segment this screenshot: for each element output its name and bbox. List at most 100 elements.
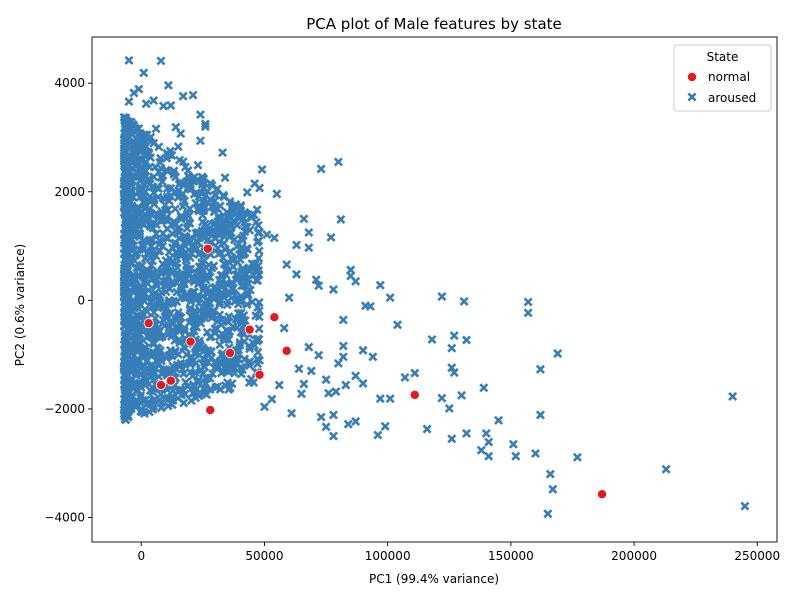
aroused-point <box>171 122 181 132</box>
aroused-point <box>229 235 240 245</box>
aroused-point <box>324 388 334 398</box>
aroused-point <box>138 351 148 361</box>
aroused-point <box>304 227 314 238</box>
aroused-point <box>393 320 403 330</box>
aroused-point <box>142 307 152 317</box>
aroused-point <box>146 242 156 252</box>
normal-point <box>165 375 176 386</box>
aroused-point <box>165 146 175 156</box>
aroused-point <box>145 219 155 229</box>
aroused-point <box>139 135 149 145</box>
aroused-point <box>484 437 494 447</box>
aroused-point <box>202 309 212 319</box>
aroused-point <box>254 297 264 307</box>
aroused-point <box>216 281 226 291</box>
aroused-point <box>167 229 178 239</box>
aroused-point <box>188 371 198 381</box>
aroused-point <box>152 209 162 219</box>
aroused-point <box>192 384 202 394</box>
aroused-point <box>179 369 189 379</box>
aroused-point <box>135 262 145 272</box>
aroused-point <box>254 355 265 365</box>
aroused-point <box>146 332 156 342</box>
aroused-point <box>523 297 533 307</box>
aroused-point <box>148 383 158 393</box>
aroused-point <box>181 377 191 387</box>
aroused-point <box>291 269 302 279</box>
aroused-point <box>142 278 152 288</box>
aroused-point <box>156 163 166 173</box>
aroused-point <box>144 207 154 217</box>
aroused-point <box>427 334 437 344</box>
aroused-point <box>200 219 210 229</box>
aroused-point <box>195 110 205 120</box>
aroused-point <box>141 99 151 109</box>
aroused-point <box>163 80 173 90</box>
aroused-point <box>245 225 255 235</box>
aroused-point <box>257 164 267 175</box>
aroused-point <box>253 220 263 230</box>
aroused-point <box>331 387 341 397</box>
aroused-point <box>131 311 141 321</box>
aroused-point <box>195 136 205 146</box>
aroused-point <box>146 297 156 307</box>
scatter-points <box>119 55 750 519</box>
normal-point <box>224 348 235 359</box>
aroused-point <box>351 416 361 426</box>
aroused-point <box>136 383 146 393</box>
aroused-point <box>148 235 158 245</box>
aroused-point <box>167 400 177 410</box>
aroused-point <box>207 263 217 273</box>
aroused-point <box>168 325 178 335</box>
aroused-point <box>224 312 234 322</box>
y-axis-label: PC2 (0.6% variance) <box>13 244 27 366</box>
aroused-point <box>192 231 202 241</box>
aroused-point <box>166 318 176 328</box>
aroused-point <box>661 464 671 474</box>
aroused-point <box>149 268 159 278</box>
aroused-point <box>149 138 159 148</box>
aroused-point <box>481 428 491 438</box>
aroused-point <box>129 232 139 242</box>
aroused-point <box>385 293 395 303</box>
aroused-point <box>143 247 153 257</box>
aroused-point <box>131 325 142 335</box>
aroused-point <box>176 385 186 395</box>
aroused-point <box>162 260 172 270</box>
aroused-point <box>156 173 166 183</box>
aroused-point <box>176 212 186 222</box>
aroused-point <box>141 141 151 151</box>
x-tick-label: 250000 <box>734 549 780 563</box>
aroused-point <box>138 171 148 181</box>
aroused-point <box>341 380 351 390</box>
aroused-point <box>218 148 228 158</box>
aroused-point <box>170 204 180 214</box>
aroused-point <box>200 119 210 129</box>
aroused-point <box>144 292 154 302</box>
aroused-point <box>250 179 260 189</box>
aroused-point <box>243 274 253 284</box>
aroused-point <box>306 366 316 376</box>
aroused-point <box>447 363 457 373</box>
aroused-point <box>240 248 250 258</box>
aroused-point <box>219 259 229 269</box>
aroused-point <box>375 394 385 404</box>
aroused-point <box>184 265 194 275</box>
aroused-point <box>449 331 459 341</box>
aroused-point <box>235 337 245 347</box>
aroused-point <box>173 393 183 403</box>
aroused-point <box>129 88 139 98</box>
normal-point <box>202 243 213 254</box>
aroused-point <box>149 172 159 182</box>
aroused-point <box>192 322 202 332</box>
aroused-point <box>202 295 212 305</box>
aroused-point <box>174 155 185 165</box>
aroused-point <box>328 284 338 295</box>
normal-point <box>143 318 154 329</box>
aroused-point <box>198 266 208 276</box>
aroused-point <box>728 391 738 401</box>
aroused-point <box>189 189 199 199</box>
aroused-point <box>137 182 147 192</box>
aroused-point <box>151 229 161 239</box>
